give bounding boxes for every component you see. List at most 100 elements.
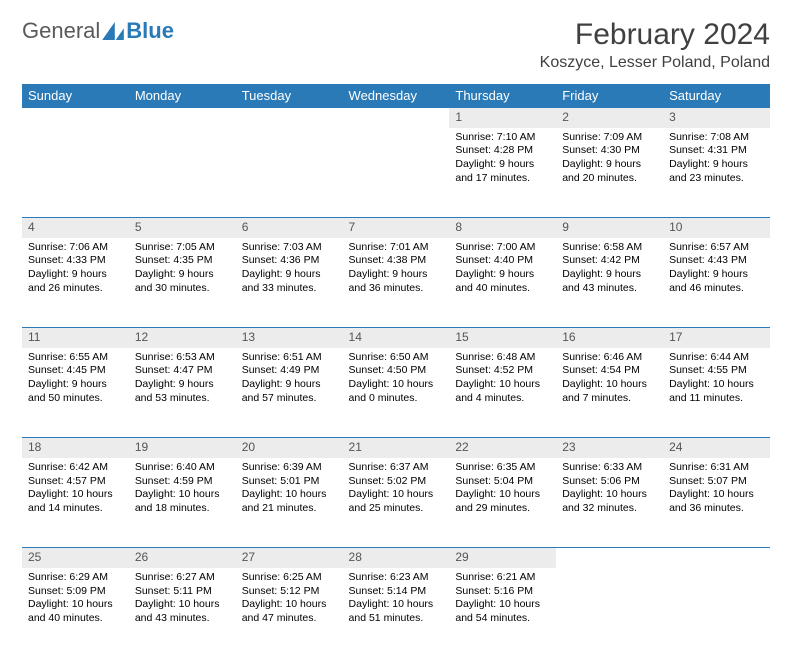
daylight-text-1: Daylight: 10 hours — [455, 488, 550, 502]
day-number-cell: 14 — [343, 328, 450, 348]
day-content-cell: Sunrise: 7:10 AMSunset: 4:28 PMDaylight:… — [449, 128, 556, 218]
daylight-text-2: and 47 minutes. — [242, 612, 337, 626]
day-content-cell: Sunrise: 6:51 AMSunset: 4:49 PMDaylight:… — [236, 348, 343, 438]
daylight-text-2: and 30 minutes. — [135, 282, 230, 296]
logo-triangle-icon — [102, 22, 124, 40]
sunset-text: Sunset: 4:33 PM — [28, 254, 123, 268]
day-number-cell: 22 — [449, 438, 556, 458]
daylight-text-2: and 0 minutes. — [349, 392, 444, 406]
sunrise-text: Sunrise: 6:21 AM — [455, 571, 550, 585]
day-content-cell: Sunrise: 6:44 AMSunset: 4:55 PMDaylight:… — [663, 348, 770, 438]
sunset-text: Sunset: 4:50 PM — [349, 364, 444, 378]
daylight-text-1: Daylight: 9 hours — [28, 268, 123, 282]
sunset-text: Sunset: 5:11 PM — [135, 585, 230, 599]
day-content-cell: Sunrise: 6:40 AMSunset: 4:59 PMDaylight:… — [129, 458, 236, 548]
daylight-text-1: Daylight: 9 hours — [28, 378, 123, 392]
daylight-text-2: and 25 minutes. — [349, 502, 444, 516]
sunset-text: Sunset: 4:38 PM — [349, 254, 444, 268]
daylight-text-2: and 17 minutes. — [455, 172, 550, 186]
day-content-cell: Sunrise: 6:39 AMSunset: 5:01 PMDaylight:… — [236, 458, 343, 548]
daylight-text-1: Daylight: 10 hours — [455, 598, 550, 612]
day-number-cell: 12 — [129, 328, 236, 348]
daylight-text-2: and 54 minutes. — [455, 612, 550, 626]
weekday-header-row: Sunday Monday Tuesday Wednesday Thursday… — [22, 84, 770, 108]
sunrise-text: Sunrise: 6:31 AM — [669, 461, 764, 475]
day-content-cell: Sunrise: 6:23 AMSunset: 5:14 PMDaylight:… — [343, 568, 450, 658]
daylight-text-2: and 40 minutes. — [28, 612, 123, 626]
day-number-cell: 29 — [449, 548, 556, 568]
day-content-cell: Sunrise: 7:09 AMSunset: 4:30 PMDaylight:… — [556, 128, 663, 218]
sunrise-text: Sunrise: 6:35 AM — [455, 461, 550, 475]
sunset-text: Sunset: 5:07 PM — [669, 475, 764, 489]
day-number-row: 123 — [22, 108, 770, 128]
sunrise-text: Sunrise: 6:42 AM — [28, 461, 123, 475]
daylight-text-2: and 36 minutes. — [669, 502, 764, 516]
daylight-text-1: Daylight: 10 hours — [455, 378, 550, 392]
day-content-row: Sunrise: 7:06 AMSunset: 4:33 PMDaylight:… — [22, 238, 770, 328]
daylight-text-2: and 18 minutes. — [135, 502, 230, 516]
daylight-text-2: and 23 minutes. — [669, 172, 764, 186]
day-number-cell: 1 — [449, 108, 556, 128]
weekday-header: Thursday — [449, 84, 556, 108]
day-content-cell: Sunrise: 6:48 AMSunset: 4:52 PMDaylight:… — [449, 348, 556, 438]
day-content-cell — [129, 128, 236, 218]
day-content-row: Sunrise: 7:10 AMSunset: 4:28 PMDaylight:… — [22, 128, 770, 218]
day-number-cell: 18 — [22, 438, 129, 458]
daylight-text-2: and 7 minutes. — [562, 392, 657, 406]
sunset-text: Sunset: 4:31 PM — [669, 144, 764, 158]
daylight-text-2: and 51 minutes. — [349, 612, 444, 626]
day-content-cell: Sunrise: 6:29 AMSunset: 5:09 PMDaylight:… — [22, 568, 129, 658]
daylight-text-2: and 53 minutes. — [135, 392, 230, 406]
day-number-cell: 20 — [236, 438, 343, 458]
location: Koszyce, Lesser Poland, Poland — [540, 54, 770, 72]
day-content-cell: Sunrise: 6:31 AMSunset: 5:07 PMDaylight:… — [663, 458, 770, 548]
daylight-text-2: and 32 minutes. — [562, 502, 657, 516]
sunset-text: Sunset: 4:42 PM — [562, 254, 657, 268]
calendar-table: Sunday Monday Tuesday Wednesday Thursday… — [22, 84, 770, 658]
day-number-cell — [236, 108, 343, 128]
day-content-cell: Sunrise: 6:53 AMSunset: 4:47 PMDaylight:… — [129, 348, 236, 438]
sunset-text: Sunset: 4:47 PM — [135, 364, 230, 378]
sunrise-text: Sunrise: 7:01 AM — [349, 241, 444, 255]
daylight-text-1: Daylight: 10 hours — [242, 598, 337, 612]
title-block: February 2024 Koszyce, Lesser Poland, Po… — [540, 18, 770, 72]
day-number-cell: 9 — [556, 218, 663, 238]
daylight-text-2: and 21 minutes. — [242, 502, 337, 516]
daylight-text-1: Daylight: 9 hours — [349, 268, 444, 282]
sunrise-text: Sunrise: 6:39 AM — [242, 461, 337, 475]
daylight-text-2: and 29 minutes. — [455, 502, 550, 516]
day-number-row: 45678910 — [22, 218, 770, 238]
daylight-text-2: and 43 minutes. — [562, 282, 657, 296]
logo-text-2: Blue — [126, 18, 174, 44]
daylight-text-2: and 36 minutes. — [349, 282, 444, 296]
sunset-text: Sunset: 4:55 PM — [669, 364, 764, 378]
sunset-text: Sunset: 4:28 PM — [455, 144, 550, 158]
sunrise-text: Sunrise: 6:33 AM — [562, 461, 657, 475]
daylight-text-2: and 11 minutes. — [669, 392, 764, 406]
sunset-text: Sunset: 4:40 PM — [455, 254, 550, 268]
logo: General Blue — [22, 18, 174, 44]
day-number-cell: 11 — [22, 328, 129, 348]
daylight-text-1: Daylight: 10 hours — [349, 378, 444, 392]
sunset-text: Sunset: 5:09 PM — [28, 585, 123, 599]
day-number-cell — [663, 548, 770, 568]
sunset-text: Sunset: 4:43 PM — [669, 254, 764, 268]
sunrise-text: Sunrise: 7:03 AM — [242, 241, 337, 255]
sunset-text: Sunset: 4:59 PM — [135, 475, 230, 489]
weekday-header: Saturday — [663, 84, 770, 108]
weekday-header: Monday — [129, 84, 236, 108]
daylight-text-2: and 26 minutes. — [28, 282, 123, 296]
sunset-text: Sunset: 4:45 PM — [28, 364, 123, 378]
sunset-text: Sunset: 5:02 PM — [349, 475, 444, 489]
month-title: February 2024 — [540, 18, 770, 52]
daylight-text-1: Daylight: 10 hours — [669, 488, 764, 502]
day-content-cell: Sunrise: 6:27 AMSunset: 5:11 PMDaylight:… — [129, 568, 236, 658]
weekday-header: Tuesday — [236, 84, 343, 108]
sunrise-text: Sunrise: 7:09 AM — [562, 131, 657, 145]
sunset-text: Sunset: 4:52 PM — [455, 364, 550, 378]
sunset-text: Sunset: 5:16 PM — [455, 585, 550, 599]
day-content-cell: Sunrise: 7:05 AMSunset: 4:35 PMDaylight:… — [129, 238, 236, 328]
day-content-cell: Sunrise: 6:37 AMSunset: 5:02 PMDaylight:… — [343, 458, 450, 548]
daylight-text-2: and 20 minutes. — [562, 172, 657, 186]
sunrise-text: Sunrise: 6:37 AM — [349, 461, 444, 475]
